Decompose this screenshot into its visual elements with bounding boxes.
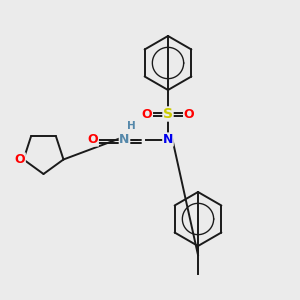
Text: O: O [142, 107, 152, 121]
Text: N: N [119, 133, 130, 146]
Text: S: S [163, 107, 173, 121]
Text: N: N [163, 133, 173, 146]
Text: O: O [88, 133, 98, 146]
Text: O: O [184, 107, 194, 121]
Text: O: O [15, 153, 25, 166]
Text: H: H [128, 121, 136, 131]
